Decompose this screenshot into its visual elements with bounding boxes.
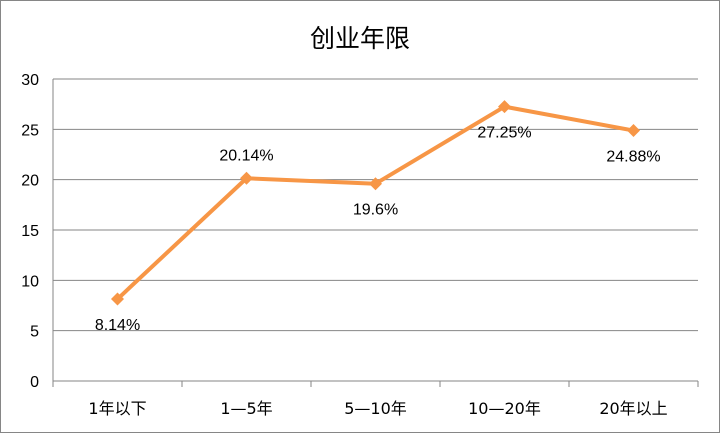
data-point-marker	[627, 124, 640, 138]
y-tick-label: 30	[21, 72, 39, 89]
data-label: 27.25%	[477, 125, 531, 142]
y-tick-label: 25	[21, 122, 39, 139]
x-category-label: 20年以上	[599, 399, 667, 418]
data-point-marker	[111, 292, 124, 306]
x-category-label: 10—20年	[468, 399, 541, 418]
data-label: 20.14%	[219, 147, 273, 164]
data-point-marker	[240, 171, 253, 185]
data-point-marker	[498, 100, 511, 114]
y-tick-label: 10	[21, 273, 39, 290]
y-tick-label: 0	[30, 374, 39, 391]
data-label: 24.88%	[606, 149, 660, 166]
data-label: 19.6%	[353, 202, 398, 219]
y-tick-label: 15	[21, 223, 39, 240]
y-tick-label: 20	[21, 173, 39, 190]
data-label: 8.14%	[95, 317, 140, 334]
x-category-label: 5—10年	[344, 399, 407, 418]
data-point-marker	[369, 177, 382, 191]
chart-title: 创业年限	[309, 24, 410, 53]
y-tick-label: 5	[30, 324, 39, 341]
x-category-label: 1年以下	[88, 399, 146, 418]
x-category-label: 1—5年	[220, 399, 272, 418]
